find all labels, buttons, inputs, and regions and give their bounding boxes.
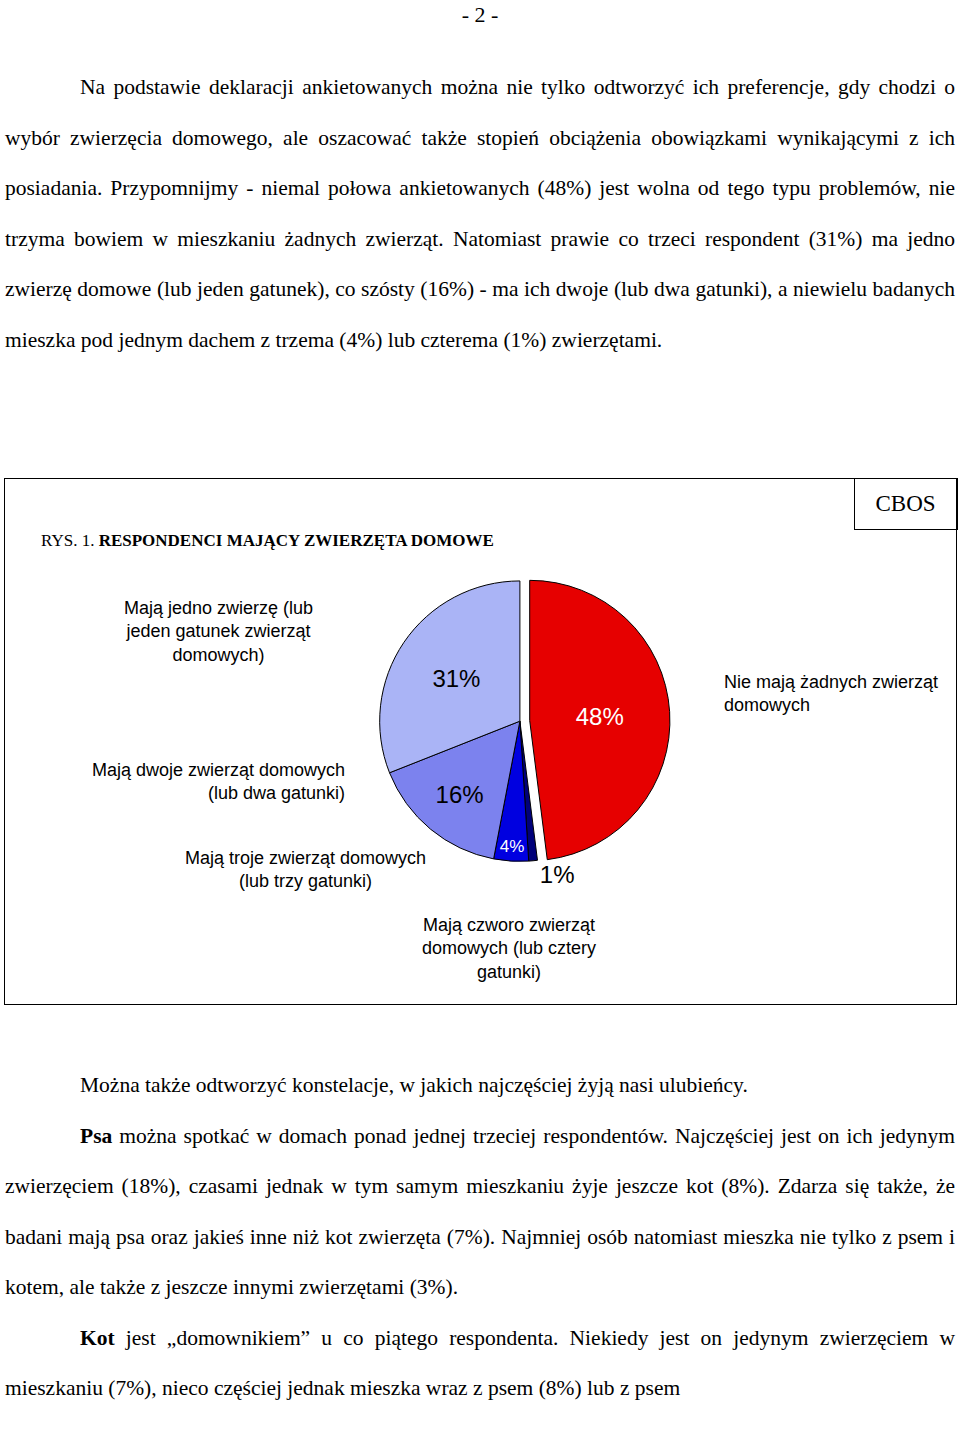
html-text:- 2 -: - 2 - <box>461 2 499 27</box>
svg-text:Mają dwoje zwierząt domowych(l: Mają dwoje zwierząt domowych(lub dwa gat… <box>92 760 345 803</box>
svg-text:16%: 16% <box>436 781 484 808</box>
svg-text:1%: 1% <box>540 861 575 888</box>
html-text:Na podstawie deklaracji ankiet: Na podstawie deklaracji ankietowanych mo… <box>5 75 955 352</box>
svg-text:Mają troje zwierząt domowych(l: Mają troje zwierząt domowych(lub trzy ga… <box>185 848 426 891</box>
html-text:Kot jest „domownikiem” u co pi: Kot jest „domownikiem” u co piątego resp… <box>5 1325 955 1400</box>
svg-text:4%: 4% <box>500 837 525 856</box>
html-text:CBOS: CBOS <box>875 490 936 516</box>
svg-text:Mają czworo zwierzątdomowych (: Mają czworo zwierzątdomowych (lub cztery… <box>422 915 596 982</box>
svg-text:31%: 31% <box>432 665 480 692</box>
svg-text:Mają jedno zwierzę (lubjeden g: Mają jedno zwierzę (lubjeden gatunek zwi… <box>124 598 313 665</box>
svg-text:48%: 48% <box>576 703 624 730</box>
svg-text:Nie mają żadnych zwierzątdomow: Nie mają żadnych zwierzątdomowych <box>724 672 938 715</box>
html-text:Psa można spotkać w domach pon: Psa można spotkać w domach ponad jednej … <box>5 1123 955 1299</box>
html-text:Można także odtworzyć konstela: Można także odtworzyć konstelacje, w jak… <box>80 1073 748 1097</box>
html-text:RYS. 1. RESPONDENCI MAJĄCY ZWI: RYS. 1. RESPONDENCI MAJĄCY ZWIERZĘTA DOM… <box>41 531 494 550</box>
